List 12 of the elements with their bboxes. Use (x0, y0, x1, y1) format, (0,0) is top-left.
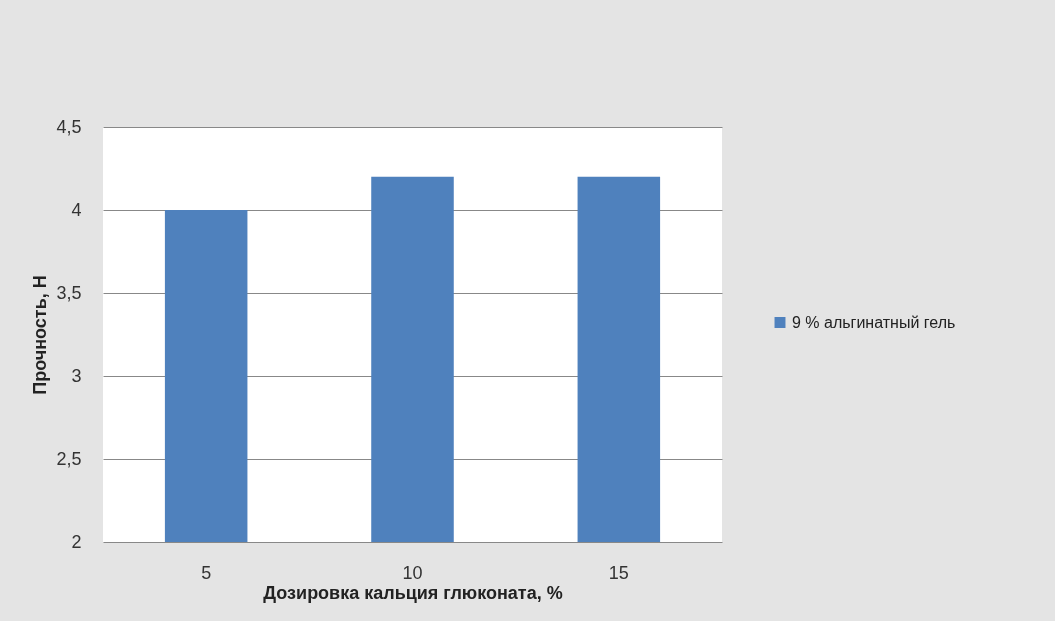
x-tick-label: 10 (402, 562, 423, 583)
y-tick-label: 4 (71, 199, 82, 220)
legend-label: 9 % альгинатный гель (792, 313, 956, 331)
y-tick-label: 4,5 (56, 116, 82, 137)
x-tick-label: 5 (201, 562, 212, 583)
y-tick-label: 3 (71, 365, 82, 386)
x-axis-title: Дозировка кальция глюконата, % (263, 582, 563, 603)
y-axis-title: Прочность, Н (30, 275, 51, 395)
y-tick-label: 2 (71, 531, 82, 552)
y-tick-label: 2,5 (56, 448, 82, 469)
x-tick-label: 15 (608, 562, 629, 583)
y-tick-label: 3,5 (56, 282, 82, 303)
